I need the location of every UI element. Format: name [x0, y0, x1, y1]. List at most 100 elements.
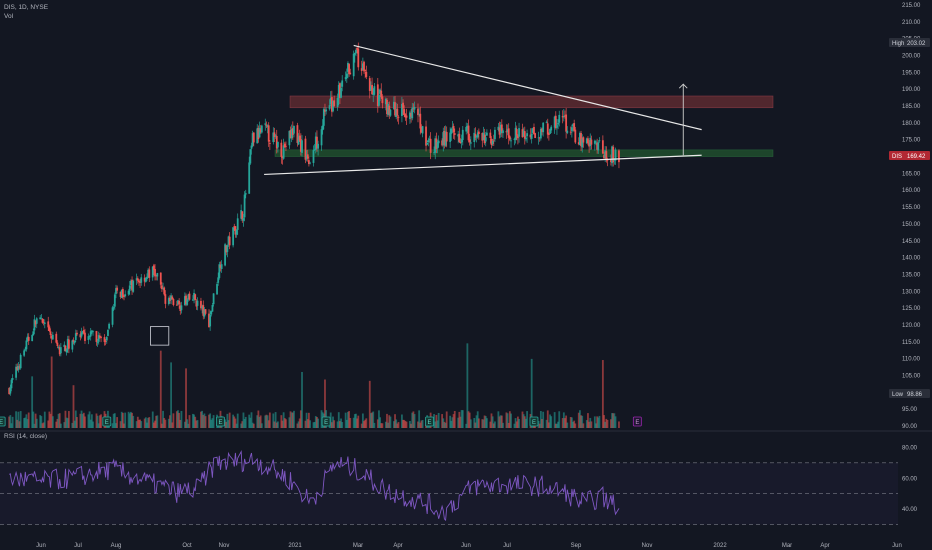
earnings-marker-label: E: [218, 420, 222, 426]
volume-bar: [305, 412, 308, 428]
candle: [151, 266, 154, 278]
high-badge: High 203.02: [889, 38, 930, 47]
candle: [412, 108, 415, 110]
volume-bar: [360, 423, 363, 428]
volume-bar: [492, 423, 495, 428]
candle: [460, 139, 463, 143]
candle: [212, 293, 215, 305]
candle: [103, 337, 106, 342]
time-tick-label: Jun: [461, 543, 471, 549]
volume-bar: [513, 423, 516, 428]
candle: [268, 143, 271, 144]
candle: [88, 336, 91, 337]
candle: [590, 139, 593, 145]
candle: [170, 295, 173, 300]
candle: [373, 86, 376, 95]
volume-bar: [31, 376, 34, 428]
volume-bar: [132, 415, 135, 428]
candle: [258, 127, 261, 138]
candle: [545, 121, 548, 123]
volume-bar: [301, 371, 303, 428]
candle: [482, 132, 485, 140]
price-tick-label: 215.00: [902, 3, 921, 9]
price-tick-label: 105.00: [902, 373, 921, 379]
candle: [554, 115, 557, 129]
volume-bar: [250, 412, 253, 428]
candle: [71, 340, 74, 350]
candle: [35, 318, 38, 324]
candle: [413, 106, 416, 110]
volume-bar: [332, 416, 334, 428]
earnings-marker: [102, 416, 112, 427]
volume-bar: [156, 415, 159, 428]
candle: [498, 127, 501, 135]
volume-bar: [604, 421, 607, 428]
candle: [26, 336, 29, 341]
time-tick-label: 2022: [713, 543, 727, 549]
price-tick-label: 90.00: [902, 424, 918, 430]
volume-bar: [202, 414, 205, 428]
candle: [339, 83, 341, 98]
volume-bar: [449, 415, 452, 428]
volume-bar: [467, 411, 470, 428]
time-tick-label: Mar: [782, 543, 792, 549]
volume-bar: [596, 416, 599, 428]
highlight-box: [150, 326, 170, 346]
candle: [188, 293, 191, 300]
volume-bar: [562, 412, 565, 428]
candle: [425, 126, 427, 146]
volume-bar: [211, 418, 214, 428]
volume-bar: [523, 416, 526, 428]
volume-bar: [140, 421, 143, 428]
volume-bar: [482, 419, 485, 428]
candle: [372, 94, 375, 95]
volume-bar: [188, 415, 191, 428]
candle: [392, 101, 395, 109]
volume-bar: [16, 419, 19, 428]
candle: [227, 236, 230, 245]
axis-layer: 215.00210.00205.00200.00195.00190.00185.…: [36, 3, 921, 549]
volume-bar: [27, 412, 30, 428]
candle: [210, 311, 213, 315]
candle: [452, 125, 455, 133]
candle: [248, 162, 251, 194]
volume-bar: [498, 416, 501, 428]
candle: [515, 129, 518, 136]
volume-bar: [339, 421, 341, 428]
volume-bar: [574, 423, 577, 428]
volume-bar: [41, 423, 44, 428]
candle: [9, 387, 12, 394]
candle: [429, 138, 432, 153]
candle: [200, 300, 202, 309]
candle: [140, 277, 143, 283]
candle: [68, 339, 70, 349]
candle: [82, 330, 85, 334]
volume-bar: [175, 411, 178, 428]
last-badge-value: 169.42: [907, 154, 926, 160]
candle: [564, 115, 566, 117]
volume-bar: [508, 411, 511, 428]
time-tick-label: Oct: [182, 543, 192, 549]
volume-bar: [288, 417, 291, 428]
volume-bar: [73, 420, 76, 428]
volume-bar: [50, 356, 53, 428]
volume-bar: [84, 416, 86, 428]
volume-bar: [348, 411, 350, 428]
volume-bar: [336, 421, 339, 428]
candle: [201, 306, 204, 309]
candle: [597, 142, 600, 151]
candle: [409, 112, 411, 120]
candle: [121, 288, 124, 297]
candle: [380, 90, 383, 98]
candle: [162, 287, 164, 289]
volume-bar: [437, 412, 440, 428]
volume-bar: [394, 414, 396, 428]
candle: [144, 277, 147, 282]
volume-bar: [19, 411, 22, 428]
volume-bar: [200, 411, 202, 428]
volume-bar: [345, 419, 348, 428]
volume-bar: [469, 419, 472, 428]
candle: [234, 226, 237, 235]
volume-bar: [87, 414, 90, 428]
